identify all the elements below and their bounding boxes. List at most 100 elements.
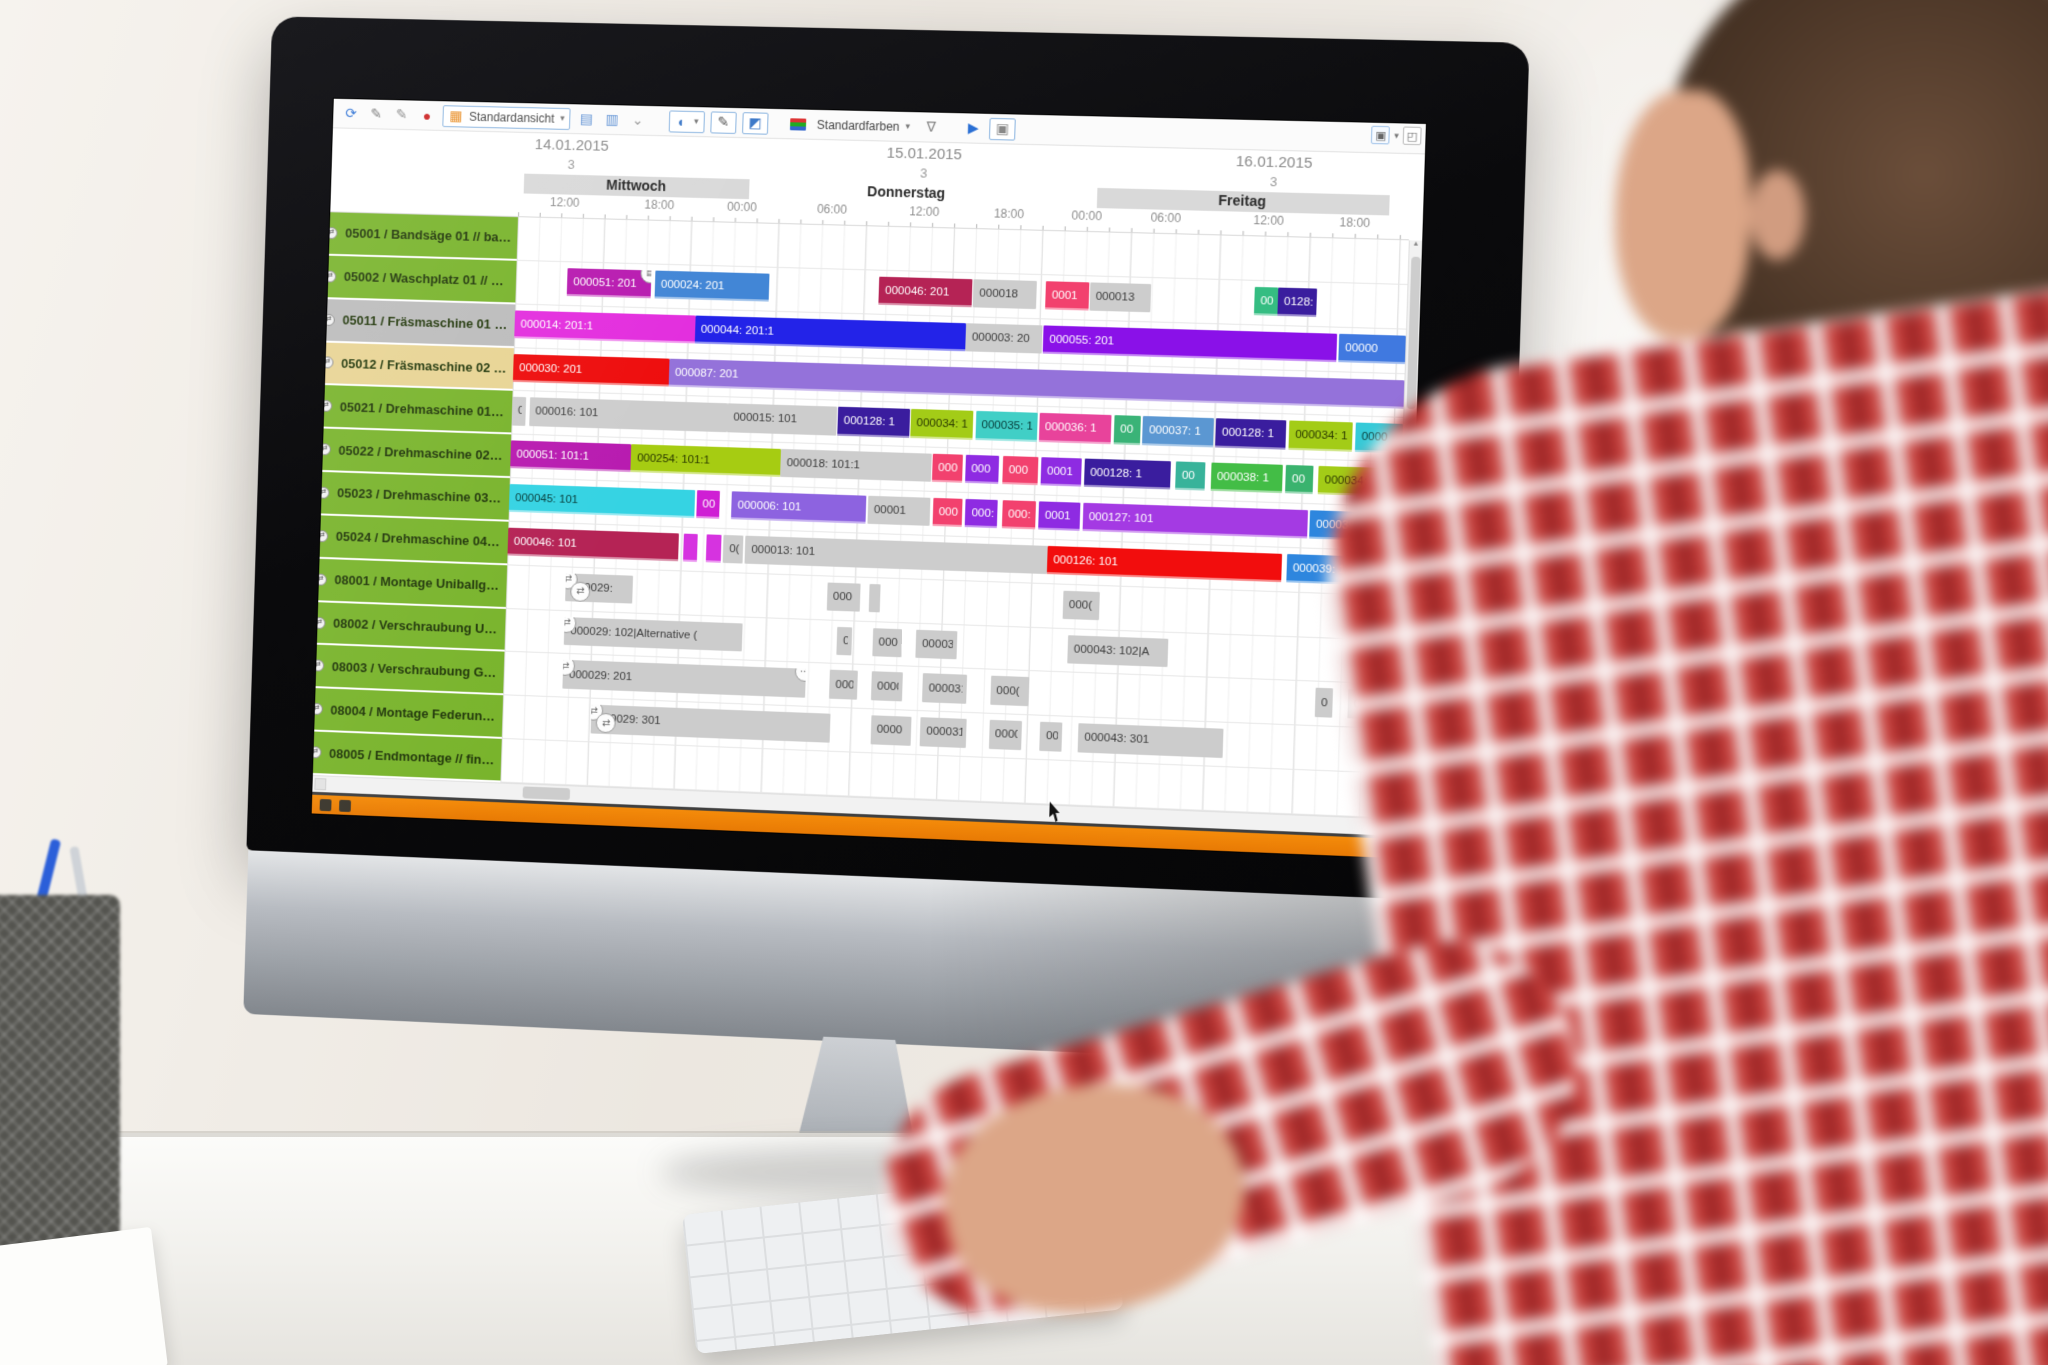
gantt-bar-label: 000046: 101 — [513, 535, 577, 550]
resource-row-label: 05022 / Drehmaschine 02 // ... — [338, 442, 505, 463]
time-tick-label: 06:00 — [816, 201, 848, 217]
gantt-bar[interactable] — [869, 583, 881, 613]
gantt-bar-label: 0000: — [876, 679, 899, 693]
hscroll-thumb[interactable] — [522, 786, 571, 801]
gantt-bar[interactable]: 000 — [932, 497, 963, 528]
gantt-bar[interactable]: 00001 — [867, 495, 931, 527]
day-name-label: Mittwoch — [605, 176, 667, 195]
resource-row-header[interactable]: ⇄ 05023 / Drehmaschine 03 // ... — [320, 472, 510, 520]
view-icon: ▦ — [449, 107, 463, 124]
globe-icon: ◐ — [677, 113, 687, 130]
gantt-bar[interactable]: 000 — [826, 582, 861, 612]
resource-row-header[interactable]: ⇄ 05024 / Drehmaschine 04 // ... — [319, 515, 509, 564]
marker-icon[interactable]: ✎ — [710, 110, 737, 134]
gantt-bar[interactable]: 000029: 102|Alternative (⇄ — [564, 616, 744, 652]
dropdown-arrow-icon[interactable]: ▾ — [905, 120, 911, 132]
resource-row-label: 05002 / Waschplatz 01 // wa... — [343, 269, 511, 289]
gantt-bar[interactable] — [706, 534, 722, 563]
pen-cup — [0, 895, 120, 1247]
colors-dropdown[interactable]: Standardfarben ▾ — [812, 113, 916, 137]
gantt-bar[interactable]: 0( — [836, 626, 853, 656]
dropdown-arrow-icon[interactable]: ▾ — [560, 112, 565, 123]
gantt-bar-label: 000030: 201 — [519, 361, 583, 376]
gantt-bar[interactable]: 0000: — [870, 671, 903, 702]
gantt-bar[interactable]: 000029: 201 ⇄ ⋯ — [562, 660, 807, 698]
gantt-bar[interactable] — [683, 533, 699, 563]
user-icon: ◩ — [748, 114, 762, 131]
resource-link-icon: ⇄ — [319, 529, 329, 543]
resource-row-header[interactable]: ⇄ 08002 / Verschraubung Unib... — [316, 601, 506, 651]
edit-icon[interactable]: ✎ — [370, 105, 383, 122]
gantt-bar[interactable]: 000014: 201:1 — [514, 310, 696, 344]
resource-row-header[interactable]: ⇄ 08005 / Endmontage // final... — [312, 731, 502, 781]
time-tick-label: 12:00 — [909, 204, 940, 220]
resource-row-header[interactable]: ⇄ 08001 / Montage Uniballgel... — [318, 558, 508, 607]
resource-row-header[interactable]: ⇄ 05011 / Fräsmaschine 01 // ... — [326, 298, 516, 346]
resource-row-header[interactable]: ⇄ 08004 / Montage Federung ... — [314, 688, 504, 738]
day-name-label: Donnerstag — [867, 183, 946, 202]
gantt-bar[interactable]: 000029: ⇄ ⇄ — [565, 573, 633, 604]
gantt-bar[interactable]: 000046: 201 — [878, 276, 973, 308]
gantt-bar[interactable]: 000044: 201:1 — [694, 315, 967, 352]
gantt-bar[interactable]: 00 — [696, 490, 720, 520]
dropdown-arrow-icon[interactable]: ▾ — [693, 116, 699, 127]
gantt-bar-label: 00001 — [873, 504, 907, 518]
gantt-bar[interactable]: 000 — [829, 670, 859, 700]
gantt-bar[interactable]: 000029: 301 ⇄ ⇄ — [591, 704, 831, 743]
taskbar-app-icon[interactable] — [339, 799, 352, 812]
gantt-bar[interactable]: 000254: 101:1 — [630, 444, 782, 478]
resource-row-label: 08005 / Endmontage // final... — [328, 745, 496, 767]
gantt-bar[interactable]: 000006: 101 — [731, 491, 867, 525]
resource-row-header[interactable]: ⇄ 05001 / Bandsäge 01 // ban... — [329, 212, 518, 259]
gantt-bar[interactable]: 0( — [722, 534, 744, 564]
taskbar-app-icon[interactable] — [319, 798, 332, 811]
gantt-bar-label: 000087: 201 — [674, 366, 739, 381]
resource-row-label: 08004 / Montage Federung ... — [330, 702, 497, 724]
gantt-bar[interactable]: 000051: 101:1 — [510, 440, 632, 473]
resource-link-icon: ⇄ — [324, 356, 334, 369]
gantt-bar[interactable]: 000030: 201 — [512, 353, 670, 387]
gantt-bar-label: 000 — [835, 678, 855, 692]
resource-row-header[interactable]: ⇄ 08003 / Verschraubung Gasd... — [315, 645, 505, 694]
gantt-bar[interactable]: 000046: 101 — [507, 527, 679, 562]
gantt-bar-label: 000024: 201 — [660, 278, 725, 293]
gantt-bar[interactable]: 000128: 1 — [837, 407, 911, 438]
week-number: 3 — [919, 165, 928, 181]
resource-row-header[interactable]: ⇄ 05021 / Drehmaschine 01 // ... — [323, 385, 513, 433]
gantt-bar[interactable]: 000015: 101 — [726, 403, 838, 436]
resource-row-header[interactable]: ⇄ 05022 / Drehmaschine 02 // ... — [322, 428, 512, 477]
resource-row-header[interactable]: ⇄ 05002 / Waschplatz 01 // wa... — [327, 255, 517, 303]
gantt-bar[interactable]: 000018: 101:1 — [780, 449, 932, 483]
filter-icon[interactable]: ∇ — [926, 118, 937, 135]
resource-row-label: 08001 / Montage Uniballgel... — [334, 572, 501, 594]
gantt-bar[interactable]: 000031 — [915, 629, 958, 660]
gantt-bar[interactable]: 000016: 101 — [528, 397, 728, 432]
user-icon[interactable]: ◩ — [741, 111, 769, 135]
person-face — [1615, 90, 1750, 340]
resource-row-header[interactable]: ⇄ 05012 / Fräsmaschine 02 // ... — [324, 342, 514, 390]
copy-icon[interactable]: ▤ — [579, 110, 594, 127]
gantt-bar[interactable]: 0000 — [870, 715, 912, 746]
resource-row-label: 05011 / Fräsmaschine 01 // ... — [342, 312, 509, 333]
chevron-down-icon[interactable]: ⌄ — [631, 111, 644, 128]
pen-icon[interactable]: ✎ — [395, 106, 408, 123]
gantt-bar[interactable]: 000 — [931, 453, 963, 484]
export-icon[interactable]: ▥ — [605, 110, 619, 128]
resource-row-label: 05021 / Drehmaschine 01 // ... — [339, 399, 507, 420]
gantt-bar[interactable]: 000045: 101 — [508, 484, 696, 519]
gantt-bar[interactable]: 000051: 201 ▤ — [567, 268, 652, 299]
gantt-bar[interactable]: 0000: — [872, 627, 903, 658]
resource-row-label: 08003 / Verschraubung Gasd... — [331, 658, 499, 681]
gantt-bar-label: 000 — [938, 462, 958, 475]
gantt-bar[interactable]: 000024: 201 — [654, 270, 770, 302]
gantt-bar-label: 0000: — [878, 636, 899, 649]
sync-icon[interactable]: ⟳ — [344, 104, 357, 121]
view-dropdown[interactable]: ▦ Standardansicht ▾ — [442, 104, 571, 130]
record-icon[interactable]: ● — [422, 107, 432, 124]
globe-icon[interactable]: ◐ ▾ — [668, 109, 705, 133]
clipboard-badge-icon: ▤ — [640, 268, 652, 284]
gantt-bar-label: 000018: 101:1 — [786, 457, 861, 472]
gantt-bar[interactable]: 0 — [511, 397, 527, 426]
gantt-bar-label: 000029: 201 — [568, 668, 633, 683]
resource-link-icon: ⇄ — [322, 443, 331, 456]
